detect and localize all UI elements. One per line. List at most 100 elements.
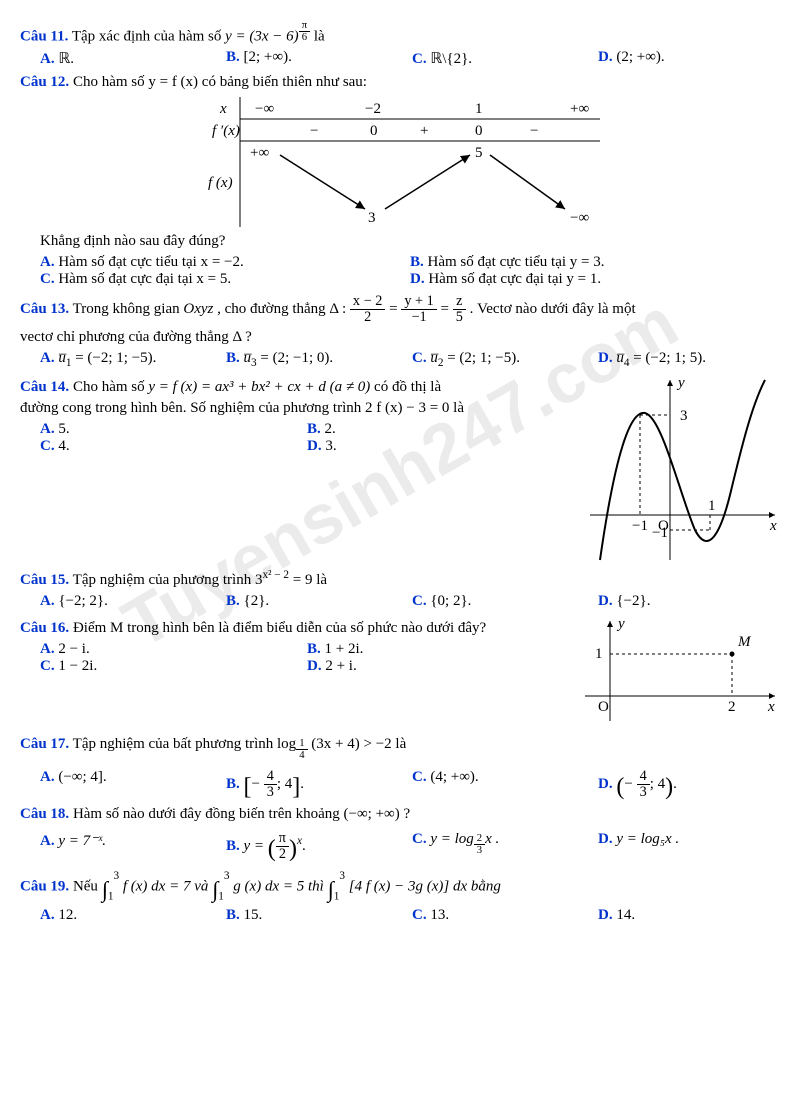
q16-D: 2 + i.	[325, 658, 356, 674]
q17-Bn1: 4	[264, 769, 277, 785]
q16-block: Câu 16. Điểm M trong hình bên là điểm bi…	[20, 616, 780, 726]
q19-lo1: 1	[108, 890, 114, 902]
vt-v3: 3	[368, 210, 376, 226]
q18-Bp: y =	[244, 838, 268, 854]
q14-c: đường cong trong hình bên. Số nghiệm của…	[20, 400, 570, 417]
q18-Be: x	[297, 835, 302, 847]
q13-f2d: −1	[401, 310, 436, 325]
q11-A: ℝ.	[58, 51, 74, 67]
q13-Bv: = (2; −1; 0).	[257, 350, 334, 366]
svg-text:x: x	[769, 518, 777, 534]
q17-C: (4; +∞).	[430, 769, 478, 785]
q15-b: = 9 là	[289, 572, 327, 588]
q12-options: A. Hàm số đạt cực tiểu tại x = −2. B. Hà…	[40, 254, 780, 288]
svg-text:3: 3	[680, 408, 688, 424]
q11: Câu 11. Tập xác định của hàm số y = (3x …	[20, 20, 780, 45]
q18-Cp: y = log	[430, 831, 473, 847]
q12-C: Hàm số đạt cực đại tại x = 5.	[58, 271, 231, 287]
q12-D: Hàm số đạt cực đại tại y = 1.	[428, 271, 601, 287]
q18-Bn: π	[276, 831, 289, 847]
q12-text-a: Cho hàm số y = f (x) có bảng biến thiên …	[73, 74, 367, 90]
q19-lo3: 1	[334, 890, 340, 902]
q18-D: y = log₅x .	[616, 831, 679, 847]
q15-D: {−2}.	[616, 593, 650, 609]
variation-table-svg: x f ′(x) f (x) −∞ −2 1 +∞ − 0 + 0 − +∞ 3…	[190, 97, 610, 227]
q18: Câu 18. Hàm số nào dưới đây đồng biến tr…	[20, 806, 780, 823]
vt-s4: 0	[475, 123, 483, 139]
q17-Dm: ; 4	[650, 776, 665, 792]
q13-f1d: 2	[350, 310, 385, 325]
q17-label: Câu 17.	[20, 736, 69, 752]
q18-Cpo: x .	[485, 831, 499, 847]
q19-hi2: 3	[224, 870, 230, 882]
q19-label: Câu 19.	[20, 878, 69, 894]
q13-label: Câu 13.	[20, 301, 69, 317]
q18-A: y = 7⁻ˣ.	[58, 833, 106, 849]
q15-label: Câu 15.	[20, 572, 69, 588]
q17-sb: 4	[296, 750, 307, 761]
q12: Câu 12. Cho hàm số y = f (x) có bảng biế…	[20, 74, 780, 91]
q18-options: A. y = 7⁻ˣ. B. y = (π2)x. C. y = log23x …	[40, 831, 780, 862]
q19-B: 15.	[244, 907, 263, 923]
q15-C: {0; 2}.	[430, 593, 471, 609]
q11-C: ℝ\{2}.	[430, 51, 472, 67]
q17-Dn1: 4	[637, 769, 650, 785]
svg-text:1: 1	[708, 498, 716, 514]
q13-b: , cho đường thẳng Δ :	[217, 301, 350, 317]
q19: Câu 19. Nếu ∫13 f (x) dx = 7 và ∫13 g (x…	[20, 870, 780, 903]
q13-Dv: = (−2; 1; 5).	[629, 350, 706, 366]
svg-text:−1: −1	[652, 525, 668, 541]
vt-p1: 1	[475, 101, 483, 117]
q17-Dd1: 3	[637, 785, 650, 800]
vt-minf: −∞	[255, 101, 274, 117]
vt-v5: 5	[475, 145, 483, 161]
vt-pinf: +∞	[570, 101, 589, 117]
q17-A: (−∞; 4].	[58, 769, 106, 785]
q12-ask: Khẳng định nào sau đây đúng?	[40, 233, 780, 250]
q16-a: Điểm M trong hình bên là điểm biểu diễn …	[73, 620, 486, 636]
q16-graph: y x O 1 2 M	[580, 616, 780, 726]
q14-a: Cho hàm số	[73, 379, 148, 395]
q17-Bn: −	[252, 776, 264, 792]
svg-text:y: y	[616, 616, 625, 632]
q14-formula: y = f (x) = ax³ + bx² + cx + d (a ≠ 0)	[148, 379, 370, 395]
q18-Bd: 2	[276, 847, 289, 862]
q16-label: Câu 16.	[20, 620, 69, 636]
q11-D: (2; +∞).	[616, 49, 664, 65]
q12-label: Câu 12.	[20, 74, 69, 90]
q15-B: {2}.	[244, 593, 270, 609]
q19-a: Nếu	[73, 878, 102, 894]
q11-exp-d: 6	[299, 32, 310, 43]
q19-i2: g (x) dx = 5 thì	[233, 878, 327, 894]
q17-a: Tập nghiệm của bất phương trình log	[73, 736, 297, 752]
q16-B: 1 + 2i.	[325, 641, 364, 657]
vt-fpx: f ′(x)	[212, 123, 240, 139]
q12-B: Hàm số đạt cực tiểu tại y = 3.	[428, 254, 605, 270]
q13-f3n: z	[453, 294, 466, 310]
svg-text:x: x	[767, 699, 775, 715]
svg-text:−1: −1	[632, 518, 648, 534]
vt-pinfv: +∞	[250, 145, 269, 161]
vt-fx: f (x)	[208, 175, 233, 191]
q13-Cv: = (2; 1; −5).	[443, 350, 520, 366]
vt-s2: 0	[370, 123, 378, 139]
vt-s3: +	[420, 123, 428, 139]
svg-text:M: M	[737, 634, 752, 650]
q11-text-a: Tập xác định của hàm số	[72, 28, 225, 44]
q11-text-b: là	[314, 28, 325, 44]
q14-B: 2.	[325, 421, 336, 437]
svg-text:O: O	[598, 699, 609, 715]
svg-text:1: 1	[595, 646, 603, 662]
vt-s5: −	[530, 123, 538, 139]
svg-text:2: 2	[728, 699, 736, 715]
q13: Câu 13. Trong không gian Oxyz , cho đườn…	[20, 294, 780, 325]
svg-text:y: y	[676, 375, 685, 391]
q14-label: Câu 14.	[20, 379, 69, 395]
q13-c: . Vectơ nào dưới đây là một	[470, 301, 636, 317]
q16-A: 2 − i.	[58, 641, 89, 657]
vt-ninfv: −∞	[570, 210, 589, 226]
q12-variation-table: x f ′(x) f (x) −∞ −2 1 +∞ − 0 + 0 − +∞ 3…	[20, 97, 780, 227]
q14-b: có đồ thị là	[374, 379, 441, 395]
q15-exp: x² − 2	[262, 569, 289, 581]
q13-options: A. u̅1 = (−2; 1; −5). B. u̅3 = (2; −1; 0…	[40, 350, 780, 369]
